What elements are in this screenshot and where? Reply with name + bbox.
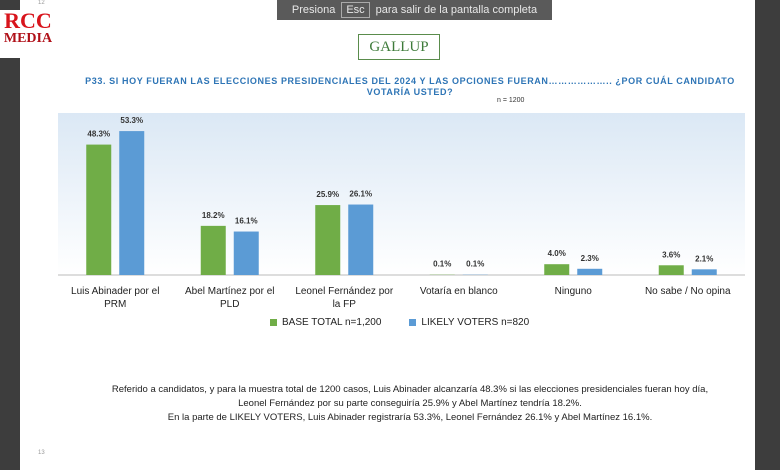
x-tick-label: Votaría en blanco xyxy=(419,286,498,297)
chart-subtitle: n = 1200 xyxy=(497,97,525,104)
x-tick-label: No sabe / No opina xyxy=(644,286,731,297)
data-label: 0.1% xyxy=(466,260,484,269)
data-label: 26.1% xyxy=(349,190,372,199)
bar xyxy=(233,231,259,275)
data-label: 2.1% xyxy=(695,254,713,263)
fullscreen-hint: Presiona Esc para salir de la pantalla c… xyxy=(277,0,552,20)
bar xyxy=(315,205,341,275)
bar xyxy=(691,269,717,275)
footer-line: Leonel Fernández por su parte conseguirí… xyxy=(238,398,582,409)
hint-text: para salir de la pantalla completa xyxy=(375,4,538,16)
legend-item: BASE TOTAL n=1,200 xyxy=(270,317,381,328)
slide-number: 13 xyxy=(38,450,45,456)
data-label: 4.0% xyxy=(548,249,566,258)
bar xyxy=(658,265,684,275)
data-label: 0.1% xyxy=(433,260,451,269)
logo-text: MEDIA xyxy=(3,31,53,46)
legend-item: LIKELY VOTERS n=820 xyxy=(409,317,529,328)
slide-number: 12 xyxy=(38,0,45,6)
data-label: 16.1% xyxy=(235,217,258,226)
plot-area xyxy=(58,113,745,275)
x-tick-label: Luis Abinader por el PRM xyxy=(71,286,160,310)
logo-text: RCC xyxy=(4,8,52,33)
legend-swatch xyxy=(409,319,417,326)
x-tick-label: Abel Martínez por el PLD xyxy=(185,286,275,310)
data-label: 48.3% xyxy=(87,130,110,139)
bar xyxy=(544,264,570,275)
logo: RCC MEDIA xyxy=(0,10,56,58)
chart-title: P33. SI HOY FUERAN LAS ELECCIONES PRESID… xyxy=(85,76,735,97)
footer-line: Referido a candidatos, y para la muestra… xyxy=(111,384,709,395)
x-tick-label: Leonel Fernández por la FP xyxy=(295,286,394,310)
data-label: 25.9% xyxy=(316,190,339,199)
legend-label: BASE TOTAL n=1,200 xyxy=(282,317,382,328)
data-label: 18.2% xyxy=(202,211,225,220)
footer: Referido a candidatos, y para la muestra… xyxy=(40,383,780,425)
legend: BASE TOTAL n=1,200 LIKELY VOTERS n=820 xyxy=(270,317,529,328)
x-tick-label: Ninguno xyxy=(554,286,592,297)
bar xyxy=(577,268,603,275)
bar xyxy=(348,204,374,275)
brand-logo: GALLUP xyxy=(358,34,440,60)
legend-label: LIKELY VOTERS n=820 xyxy=(421,317,530,328)
hint-key: Esc xyxy=(341,2,370,18)
bar xyxy=(86,144,112,275)
hint-text: Presiona xyxy=(291,4,336,16)
legend-swatch xyxy=(270,319,277,326)
footer-line: En la parte de LIKELY VOTERS, Luis Abina… xyxy=(167,412,653,423)
bar xyxy=(200,225,226,275)
data-label: 2.3% xyxy=(581,254,599,263)
data-label: 53.3% xyxy=(120,116,143,125)
bar xyxy=(119,131,145,275)
data-label: 3.6% xyxy=(662,250,680,259)
